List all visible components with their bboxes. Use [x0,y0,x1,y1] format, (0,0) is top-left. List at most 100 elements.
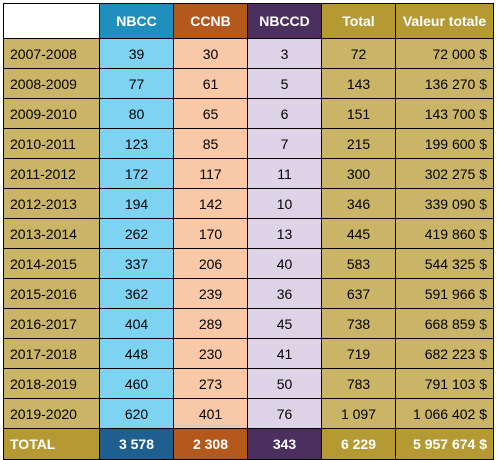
cell-nbccd: 13 [247,218,322,249]
cell-year: 2010-2011 [3,128,100,159]
table-row: 2018-2019 460 273 50 783 791 103 $ [3,368,494,399]
cell-nbcc: 39 [99,38,174,69]
table-row: 2008-2009 77 61 5 143 136 270 $ [3,68,494,99]
cell-total: 719 [321,338,396,369]
cell-year: 2007-2008 [3,38,100,69]
cell-nbcc: 262 [99,218,174,249]
cell-value: 419 860 $ [395,218,494,249]
cell-ccnb: 401 [173,398,248,429]
header-row: NBCC CCNB NBCCD Total Valeur totale [3,3,494,39]
cell-total: 143 [321,68,396,99]
table-row: 2017-2018 448 230 41 719 682 223 $ [3,338,494,369]
table-row: 2007-2008 39 30 3 72 72 000 $ [3,38,494,69]
table-body: 2007-2008 39 30 3 72 72 000 $ 2008-2009 … [3,38,494,429]
table-row: 2013-2014 262 170 13 445 419 860 $ [3,218,494,249]
table-row: 2019-2020 620 401 76 1 097 1 066 402 $ [3,398,494,429]
cell-ccnb: 61 [173,68,248,99]
cell-total: 583 [321,248,396,279]
cell-nbccd: 41 [247,338,322,369]
cell-total: 1 097 [321,398,396,429]
cell-ccnb: 273 [173,368,248,399]
cell-year: 2018-2019 [3,368,100,399]
cell-nbccd: 11 [247,158,322,189]
cell-total: 637 [321,278,396,309]
cell-total: 445 [321,218,396,249]
cell-nbcc: 123 [99,128,174,159]
table-row: 2011-2012 172 117 11 300 302 275 $ [3,158,494,189]
cell-ccnb: 65 [173,98,248,129]
cell-nbcc: 337 [99,248,174,279]
cell-nbccd: 76 [247,398,322,429]
cell-year: 2009-2010 [3,98,100,129]
cell-value: 668 859 $ [395,308,494,339]
cell-year: 2015-2016 [3,278,100,309]
cell-nbccd: 10 [247,188,322,219]
cell-nbcc: 77 [99,68,174,99]
cell-year: 2013-2014 [3,218,100,249]
cell-nbcc: 80 [99,98,174,129]
cell-ccnb: 170 [173,218,248,249]
cell-value: 339 090 $ [395,188,494,219]
cell-total: 783 [321,368,396,399]
cell-nbcc: 620 [99,398,174,429]
table-row: 2015-2016 362 239 36 637 591 966 $ [3,278,494,309]
cell-ccnb: 239 [173,278,248,309]
cell-nbccd: 3 [247,38,322,69]
cell-nbcc: 460 [99,368,174,399]
data-table: NBCC CCNB NBCCD Total Valeur totale 2007… [3,3,494,460]
cell-value: 302 275 $ [395,158,494,189]
header-year [3,3,100,39]
cell-ccnb: 85 [173,128,248,159]
cell-year: 2014-2015 [3,248,100,279]
header-total: Total [321,3,396,39]
table-row: 2016-2017 404 289 45 738 668 859 $ [3,308,494,339]
table-row: 2009-2010 80 65 6 151 143 700 $ [3,98,494,129]
cell-nbcc: 404 [99,308,174,339]
cell-value: 544 325 $ [395,248,494,279]
cell-value: 72 000 $ [395,38,494,69]
cell-nbcc: 172 [99,158,174,189]
cell-total: 72 [321,38,396,69]
cell-year: 2012-2013 [3,188,100,219]
cell-value: 136 270 $ [395,68,494,99]
cell-nbccd: 40 [247,248,322,279]
cell-ccnb: 117 [173,158,248,189]
header-value: Valeur totale [395,3,494,39]
cell-nbccd: 5 [247,68,322,99]
cell-value: 591 966 $ [395,278,494,309]
cell-nbccd: 6 [247,98,322,129]
table-row: 2010-2011 123 85 7 215 199 600 $ [3,128,494,159]
cell-nbcc: 194 [99,188,174,219]
cell-nbccd: 36 [247,278,322,309]
table-row: 2014-2015 337 206 40 583 544 325 $ [3,248,494,279]
cell-nbccd: 7 [247,128,322,159]
cell-year: 2016-2017 [3,308,100,339]
cell-total: 151 [321,98,396,129]
cell-ccnb: 142 [173,188,248,219]
cell-value: 682 223 $ [395,338,494,369]
cell-value: 199 600 $ [395,128,494,159]
cell-nbccd: 50 [247,368,322,399]
table-row: 2012-2013 194 142 10 346 339 090 $ [3,188,494,219]
cell-value: 1 066 402 $ [395,398,494,429]
cell-nbccd: 45 [247,308,322,339]
cell-total: 346 [321,188,396,219]
cell-total: 300 [321,158,396,189]
header-nbcc: NBCC [99,3,174,39]
cell-total: 215 [321,128,396,159]
cell-year: 2011-2012 [3,158,100,189]
cell-nbcc: 362 [99,278,174,309]
cell-nbcc: 448 [99,338,174,369]
cell-year: 2017-2018 [3,338,100,369]
cell-year: 2008-2009 [3,68,100,99]
cell-total: 738 [321,308,396,339]
header-nbccd: NBCCD [247,3,322,39]
table-container: NBCC CCNB NBCCD Total Valeur totale 2007… [3,3,494,460]
cell-value: 791 103 $ [395,368,494,399]
cell-ccnb: 30 [173,38,248,69]
cell-value: 143 700 $ [395,98,494,129]
cell-ccnb: 206 [173,248,248,279]
cell-year: 2019-2020 [3,398,100,429]
header-ccnb: CCNB [173,3,248,39]
cell-ccnb: 230 [173,338,248,369]
